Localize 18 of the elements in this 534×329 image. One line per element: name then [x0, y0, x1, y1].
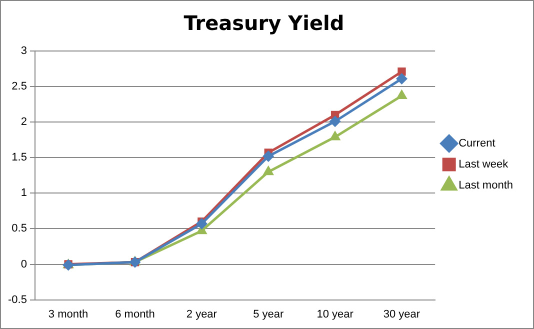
y-tick-label: 1.5 [12, 152, 27, 164]
y-tick-label: 1 [20, 187, 27, 200]
chart-title: Treasury Yield [184, 11, 344, 36]
x-tick-label: 30 year [383, 308, 420, 320]
legend-label: Last month [458, 180, 513, 192]
x-tick-label: 2 year [186, 308, 218, 320]
y-tick-label: 3 [20, 45, 27, 58]
legend-label: Current [458, 138, 496, 150]
y-tick-label: 0 [20, 258, 27, 270]
x-tick-label: 5 year [253, 308, 284, 320]
x-tick-label: 10 year [316, 308, 354, 320]
y-tick-label: 2 [20, 116, 27, 128]
y-tick-label: -0.5 [8, 294, 27, 306]
y-tick-label: 2.5 [12, 80, 27, 93]
x-tick-label: 3 month [48, 308, 88, 320]
x-tick-label: 6 month [115, 308, 155, 320]
legend-label: Last week [458, 158, 509, 171]
y-tick-label: 0.5 [12, 222, 27, 235]
